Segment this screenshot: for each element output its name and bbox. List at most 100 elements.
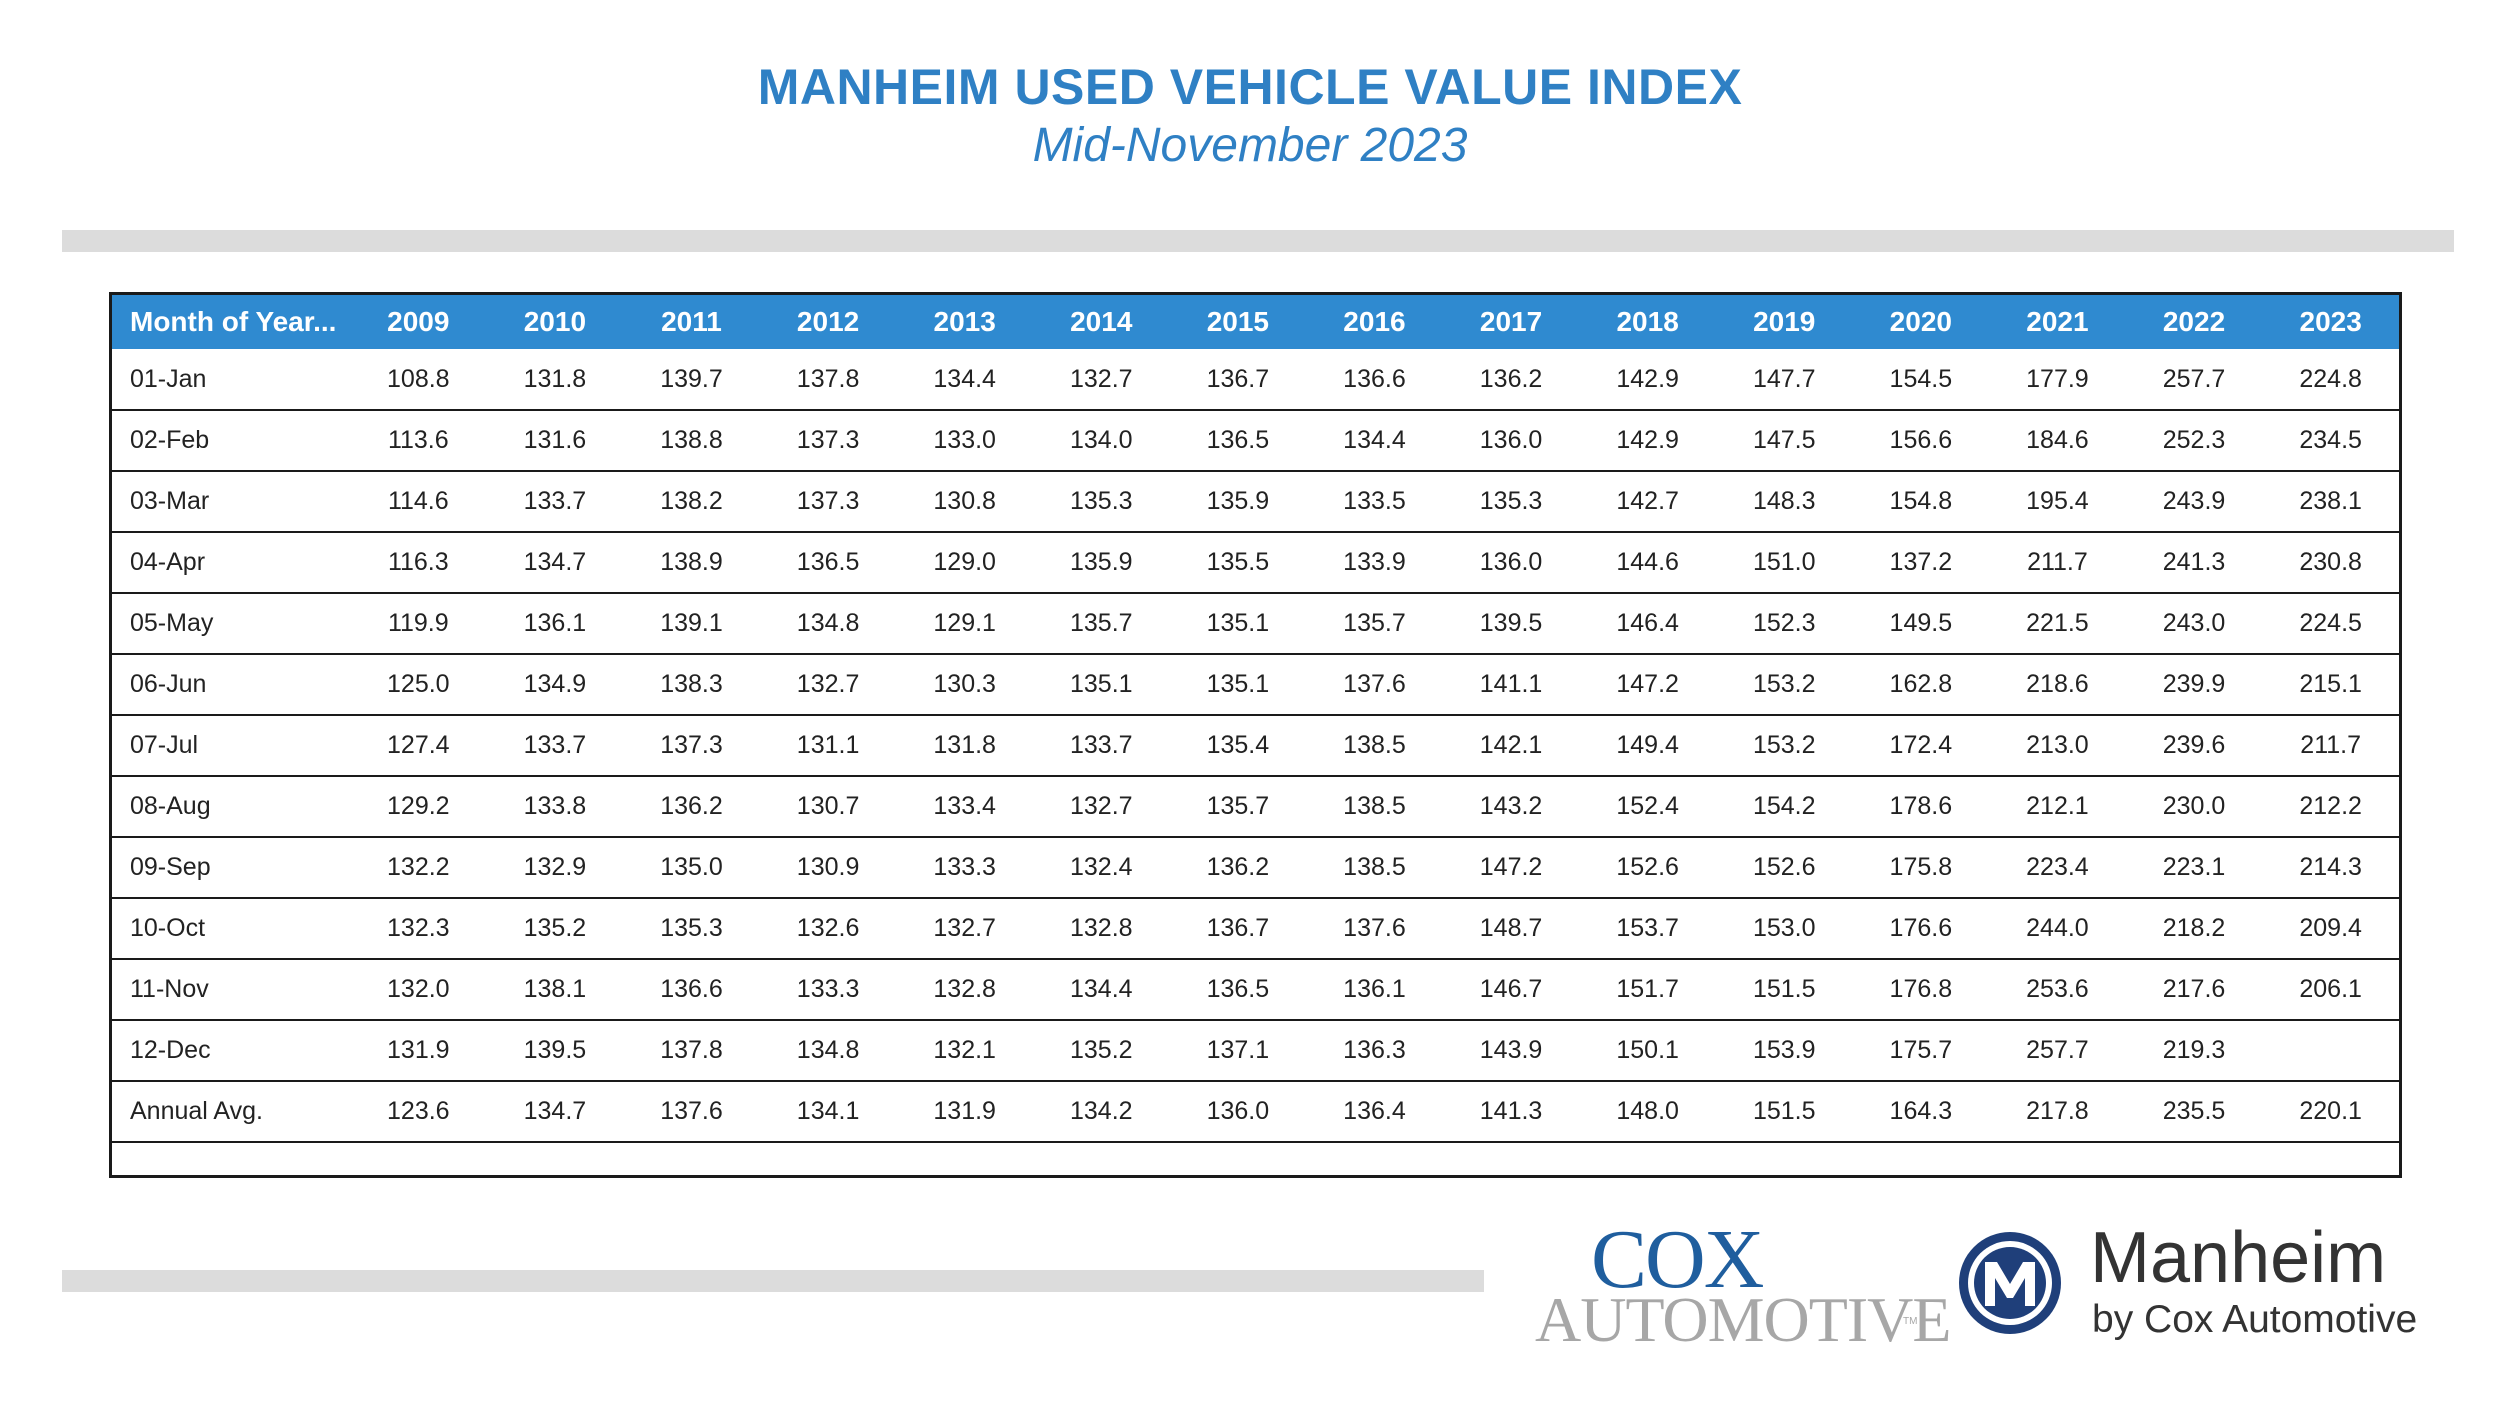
value-cell: 113.6 [387, 426, 449, 454]
column-header-year: 2011 [661, 306, 722, 337]
value-cell: 153.2 [1752, 670, 1816, 698]
value-cell: 147.2 [1479, 853, 1543, 881]
value-cell: 211.7 [2027, 548, 2088, 576]
value-cell: 257.7 [2026, 1036, 2089, 1064]
value-cell: 150.1 [1616, 1036, 1679, 1064]
column-header-month: Month of Year... [130, 306, 337, 337]
value-cell: 130.7 [796, 792, 860, 820]
value-cell: 108.8 [387, 364, 450, 393]
value-cell: 195.4 [2026, 487, 2089, 515]
value-cell: 132.9 [523, 853, 587, 881]
value-cell: 136.7 [1206, 914, 1270, 942]
value-cell: 154.5 [1889, 364, 1953, 393]
value-cell: 129.0 [933, 548, 996, 576]
value-cell: 116.3 [387, 548, 449, 576]
value-cell: 136.6 [1343, 364, 1406, 393]
value-cell: 153.2 [1752, 731, 1816, 759]
column-header-year: 2023 [2299, 306, 2362, 337]
value-cell: 136.2 [1479, 364, 1543, 393]
value-cell: 223.1 [2162, 853, 2226, 881]
value-cell: 152.6 [1616, 853, 1679, 881]
row-label-cell: 01-Jan [130, 364, 207, 393]
value-cell: 136.2 [660, 792, 723, 820]
value-cell: 253.6 [2026, 975, 2089, 1003]
value-cell: 142.7 [1616, 487, 1679, 515]
column-header-year: 2017 [1479, 306, 1543, 337]
value-cell: 223.4 [2026, 853, 2089, 881]
value-cell: 148.7 [1479, 914, 1543, 942]
column-header-year: 2009 [387, 306, 450, 337]
value-cell: 132.2 [387, 853, 450, 881]
value-cell: 144.6 [1616, 548, 1679, 576]
value-cell: 213.0 [2026, 731, 2089, 759]
table-row: 08-Aug 129.2 133.8 136.2 130.7 133.4 132.7 135.… [112, 776, 2399, 837]
row-label-cell: 06-Jun [130, 670, 207, 698]
value-cell: 143.2 [1479, 792, 1543, 820]
value-cell: 134.4 [933, 364, 996, 393]
column-header-year: 2010 [523, 306, 587, 337]
value-cell: 133.5 [1343, 487, 1406, 515]
value-cell: 230.0 [2162, 792, 2226, 820]
value-cell: 151.5 [1752, 975, 1816, 1003]
value-cell: 135.2 [523, 914, 587, 942]
value-cell: 211.7 [2300, 731, 2362, 759]
value-cell: 138.9 [660, 548, 723, 576]
trademark-mark: TM [1903, 1316, 1918, 1327]
row-label-cell: Annual Avg. [130, 1097, 263, 1125]
value-cell: 221.5 [2026, 609, 2089, 637]
value-cell: 135.1 [1206, 609, 1270, 637]
table-row: 11-Nov 132.0 138.1 136.6 133.3 132.8 134.4 136.… [112, 959, 2399, 1020]
value-cell: 134.7 [523, 548, 587, 576]
value-cell: 135.1 [1206, 670, 1270, 698]
value-cell: 136.6 [660, 975, 723, 1003]
value-cell: 136.3 [1343, 1036, 1406, 1064]
value-cell: 175.8 [1889, 853, 1953, 881]
value-cell [2262, 1020, 2399, 1081]
value-cell: 138.5 [1343, 792, 1406, 820]
value-cell: 139.1 [660, 609, 723, 637]
value-cell: 131.8 [933, 731, 996, 759]
table-row: 02-Feb 113.6 131.6 138.8 137.3 133.0 134.0 136.… [112, 410, 2399, 471]
value-cell: 131.9 [387, 1036, 450, 1064]
table-row: 04-Apr 116.3 134.7 138.9 136.5 129.0 135.9 135.… [112, 532, 2399, 593]
value-cell: 175.7 [1889, 1036, 1953, 1064]
value-cell: 136.0 [1206, 1097, 1270, 1125]
value-cell: 127.4 [387, 731, 450, 759]
value-cell: 212.2 [2299, 792, 2362, 820]
value-cell: 130.3 [933, 670, 996, 698]
value-cell: 243.0 [2162, 609, 2226, 637]
value-cell: 123.6 [387, 1097, 450, 1125]
value-cell: 244.0 [2026, 914, 2089, 942]
value-cell: 130.9 [796, 853, 860, 881]
value-cell: 176.6 [1889, 914, 1953, 942]
value-cell: 238.1 [2299, 487, 2362, 515]
value-cell: 137.3 [796, 487, 860, 515]
value-cell: 138.8 [660, 426, 723, 454]
value-cell: 239.9 [2162, 670, 2226, 698]
value-cell: 142.1 [1479, 731, 1543, 759]
value-cell: 129.2 [387, 792, 450, 820]
value-cell: 137.3 [796, 426, 860, 454]
value-cell: 136.5 [1206, 975, 1270, 1003]
value-cell: 206.1 [2299, 975, 2362, 1003]
value-cell: 133.3 [933, 853, 996, 881]
value-cell: 172.4 [1889, 731, 1953, 759]
index-table: Month of Year... 2009 2010 2011 2012 2013 2014… [112, 295, 2399, 1182]
value-cell: 133.3 [796, 975, 860, 1003]
row-label-cell: 11-Nov [130, 975, 209, 1003]
value-cell: 138.5 [1343, 853, 1406, 881]
value-cell: 230.8 [2299, 548, 2362, 576]
table-row: Annual Avg. 123.6 134.7 137.6 134.1 131.9 134.… [112, 1081, 2399, 1142]
value-cell: 154.2 [1752, 792, 1816, 820]
value-cell: 136.0 [1479, 426, 1543, 454]
value-cell: 219.3 [2162, 1036, 2226, 1064]
value-cell: 151.0 [1752, 548, 1816, 576]
value-cell: 135.2 [1069, 1036, 1133, 1064]
value-cell: 134.2 [1069, 1097, 1133, 1125]
index-table-container: Month of Year... 2009 2010 2011 2012 2013 2014… [109, 292, 2402, 1178]
value-cell: 130.8 [933, 487, 996, 515]
row-label-cell: 10-Oct [130, 914, 206, 942]
value-cell: 243.9 [2162, 487, 2226, 515]
value-cell: 132.4 [1069, 853, 1133, 881]
column-header-year: 2015 [1206, 306, 1269, 337]
